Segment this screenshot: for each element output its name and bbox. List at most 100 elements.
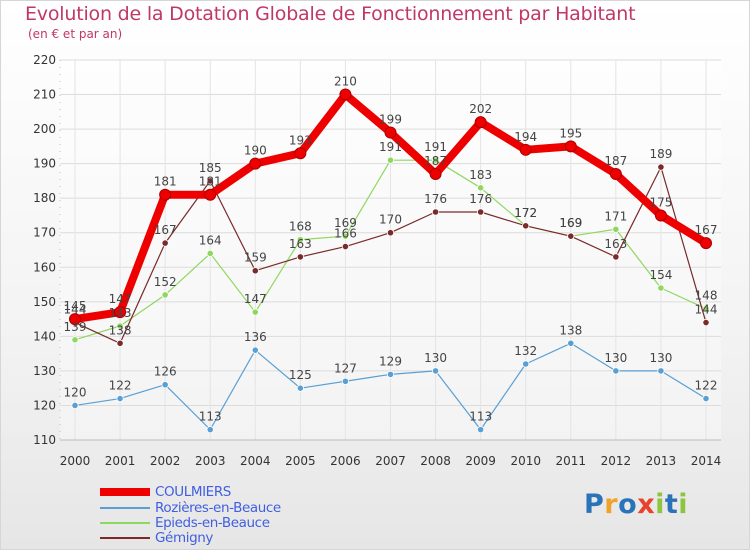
data-label-gemigny: 138 <box>109 323 132 337</box>
data-point-rozieres <box>702 394 710 403</box>
data-label-gemigny: 185 <box>199 161 222 175</box>
legend-label-gemigny: Gémigny <box>155 530 213 546</box>
data-label-rozieres: 136 <box>244 330 267 344</box>
data-point-epieds <box>477 184 485 192</box>
data-point-epieds <box>251 308 259 316</box>
chart-subtitle: (en € et par an) <box>28 27 123 41</box>
data-label-epieds: 168 <box>289 220 312 234</box>
data-label-gemigny: 144 <box>64 303 87 317</box>
data-point-coulmiers <box>519 143 532 156</box>
legend-item-coulmiers: COULMIERS <box>100 484 360 500</box>
data-label-coulmiers: 181 <box>154 175 177 189</box>
data-point-coulmiers <box>204 188 217 201</box>
data-label-epieds: 169 <box>559 216 582 230</box>
data-point-epieds <box>341 232 350 240</box>
proxiti-logo: Proxiti <box>584 489 688 520</box>
data-point-coulmiers <box>114 306 127 319</box>
data-label-gemigny: 166 <box>334 227 357 241</box>
data-label-coulmiers: 167 <box>695 223 718 237</box>
legend-label-coulmiers: COULMIERS <box>155 484 231 500</box>
data-point-coulmiers <box>69 313 81 326</box>
data-label-gemigny: 189 <box>649 147 672 161</box>
data-label-rozieres: 125 <box>289 368 312 382</box>
data-label-epieds: 191 <box>379 140 402 154</box>
data-label-rozieres: 120 <box>64 385 87 399</box>
data-point-coulmiers <box>700 237 712 250</box>
data-label-epieds: 171 <box>604 209 627 223</box>
legend-item-epieds: Epieds-en-Beauce <box>100 515 360 531</box>
logo-letter: r <box>604 489 619 520</box>
data-label-gemigny: 176 <box>424 192 447 206</box>
logo-letter: i <box>655 489 665 520</box>
y-tick-label: 180 <box>33 191 56 205</box>
data-label-coulmiers: 195 <box>559 126 582 140</box>
data-point-coulmiers <box>159 188 172 201</box>
y-tick-label: 220 <box>33 53 56 67</box>
data-label-coulmiers: 199 <box>379 113 402 127</box>
data-point-rozieres <box>341 377 350 385</box>
data-point-coulmiers <box>384 126 397 139</box>
legend-label-rozieres: Rozières-en-Beauce <box>155 500 281 516</box>
data-point-gemigny <box>296 253 304 261</box>
data-label-epieds: 191 <box>424 140 447 154</box>
data-point-gemigny <box>567 232 575 240</box>
data-label-rozieres: 130 <box>604 351 627 365</box>
data-point-rozieres <box>567 339 575 347</box>
data-point-coulmiers <box>339 88 352 101</box>
x-tick-label: 2005 <box>285 454 316 468</box>
data-label-rozieres: 126 <box>154 365 177 379</box>
data-point-gemigny <box>341 242 350 251</box>
y-tick-label: 140 <box>33 329 56 343</box>
y-tick-label: 120 <box>33 398 56 412</box>
data-label-rozieres: 127 <box>334 361 357 375</box>
data-label-rozieres: 113 <box>469 410 492 424</box>
data-point-epieds <box>71 336 79 344</box>
data-label-coulmiers: 190 <box>244 144 267 158</box>
data-label-rozieres: 129 <box>379 354 402 368</box>
data-point-rozieres <box>431 367 440 375</box>
y-tick-label: 200 <box>33 122 56 136</box>
data-point-gemigny <box>206 177 214 185</box>
data-point-coulmiers <box>564 140 577 153</box>
y-tick-label: 150 <box>33 295 56 309</box>
data-point-gemigny <box>161 239 169 247</box>
data-point-gemigny <box>431 208 440 216</box>
data-point-rozieres <box>251 346 259 354</box>
data-point-epieds <box>612 225 620 233</box>
data-label-gemigny: 176 <box>469 192 492 206</box>
data-point-gemigny <box>477 208 485 216</box>
legend-swatch-coulmiers <box>100 488 150 496</box>
data-point-rozieres <box>657 367 665 375</box>
y-tick-label: 110 <box>33 433 56 447</box>
data-label-coulmiers: 193 <box>289 133 312 147</box>
data-point-coulmiers <box>654 209 667 222</box>
logo-letter: x <box>637 489 656 520</box>
x-tick-label: 2013 <box>646 454 677 468</box>
data-label-epieds: 148 <box>695 289 718 303</box>
data-point-gemigny <box>386 229 395 237</box>
data-point-epieds <box>386 156 395 164</box>
data-point-coulmiers <box>474 116 487 129</box>
legend-swatch-gemigny <box>100 537 150 539</box>
data-point-coulmiers <box>429 168 442 180</box>
logo-letter: i <box>678 489 689 520</box>
logo-letter: o <box>618 489 638 520</box>
data-label-gemigny: 167 <box>154 223 177 237</box>
x-tick-label: 2002 <box>150 454 181 468</box>
data-point-rozieres <box>206 426 214 434</box>
data-label-coulmiers: 202 <box>469 102 492 116</box>
data-point-rozieres <box>522 360 530 368</box>
x-tick-label: 2010 <box>510 454 541 468</box>
x-tick-label: 2003 <box>195 454 226 468</box>
data-label-rozieres: 122 <box>109 379 132 393</box>
data-point-rozieres <box>612 367 620 375</box>
data-point-gemigny <box>522 222 530 230</box>
data-point-epieds <box>206 249 214 258</box>
chart-title: Evolution de la Dotation Globale de Fonc… <box>25 3 636 25</box>
data-label-epieds: 169 <box>334 216 357 230</box>
data-point-gemigny <box>657 163 665 171</box>
x-tick-label: 2004 <box>240 454 271 468</box>
legend-item-rozieres: Rozières-en-Beauce <box>100 500 360 516</box>
data-label-gemigny: 163 <box>604 237 627 251</box>
